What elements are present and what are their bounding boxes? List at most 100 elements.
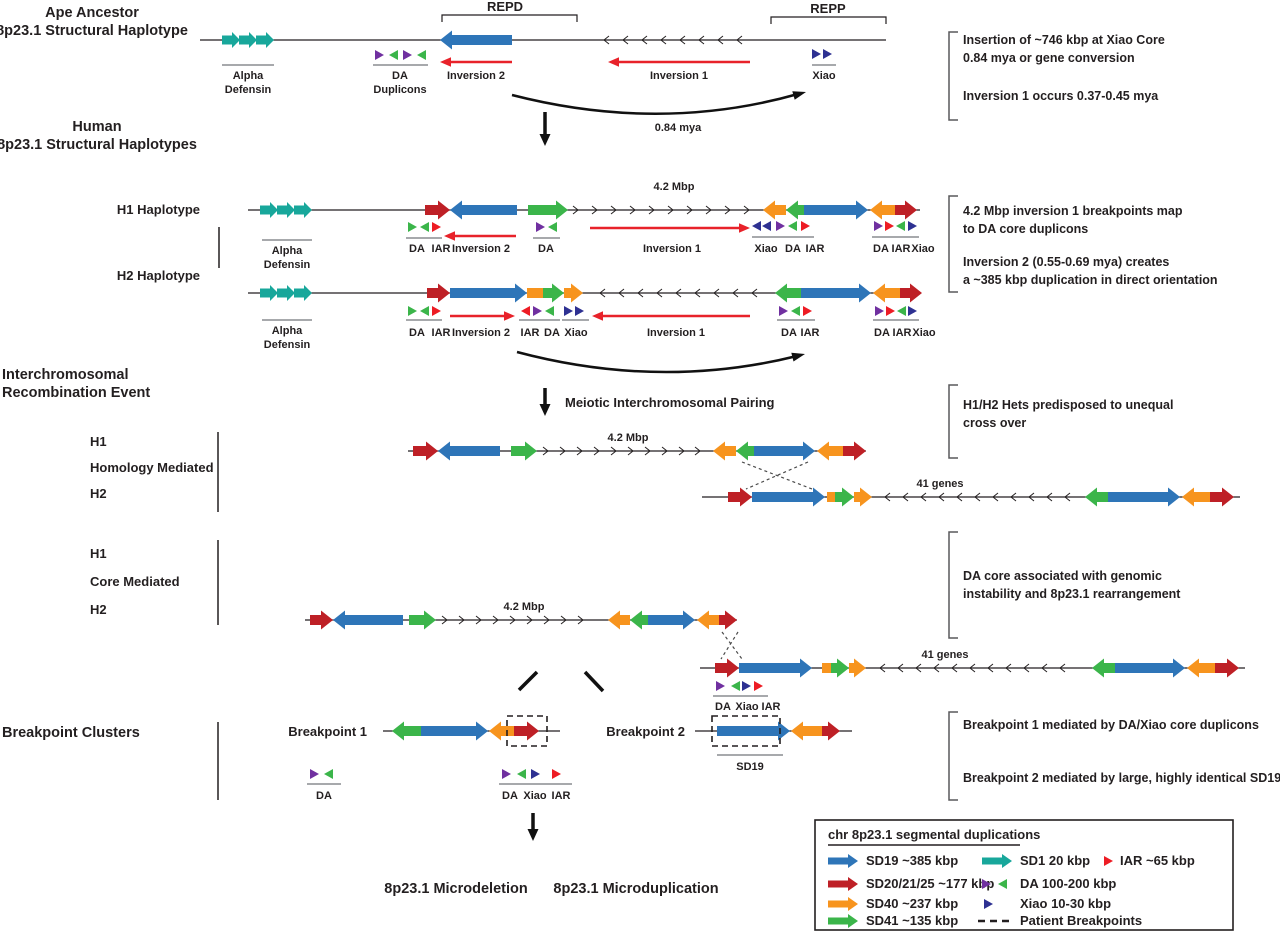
iar-label: IAR — [893, 327, 912, 339]
sd40-arrow — [870, 200, 895, 220]
defensin-label: Defensin — [264, 259, 311, 271]
da-iar-xiao-triangles — [875, 306, 917, 316]
homology-h1-row: 4.2 Mbp — [408, 432, 866, 461]
sd19-label: SD19 — [736, 761, 764, 773]
h1-haplotype-row: Alpha Defensin DA IAR Inversion 2 DA — [248, 181, 935, 271]
sd19-arrow — [752, 487, 825, 507]
alpha-defensin-label1: Alpha — [233, 70, 264, 82]
sd40-arrow — [697, 610, 719, 630]
sd41-arrow — [409, 610, 436, 630]
core-label: Core Mediated — [90, 574, 180, 589]
homology-note-line1: H1/H2 Hets predisposed to unequal — [963, 398, 1173, 412]
section-outcome: 8p23.1 Microdeletion 8p23.1 Microduplica… — [384, 813, 719, 897]
sd40-arrow — [1182, 487, 1210, 507]
duplication-curve-arrow — [516, 350, 805, 374]
core-h1-label: H1 — [90, 546, 107, 561]
homology-annotation-bracket — [948, 384, 958, 459]
breakpoints-title: Breakpoint Clusters — [2, 725, 140, 741]
da-xiao-iar-triangles — [716, 681, 763, 691]
homology-h2-row: 41 genes — [702, 478, 1240, 507]
legend-title: chr 8p23.1 segmental duplications — [828, 827, 1040, 842]
iar-label: IAR — [552, 790, 571, 802]
sd40-segment — [527, 288, 543, 298]
sd19-arrow — [801, 283, 871, 303]
sd40-arrow — [713, 441, 736, 461]
iar-label: IAR — [801, 327, 820, 339]
da-duplicons-label2: Duplicons — [373, 84, 426, 96]
xiao-label: Xiao — [754, 243, 778, 255]
inversion1-label: Inversion 1 — [643, 243, 701, 255]
sd20-arrow — [728, 487, 752, 507]
da-iar-triangles — [408, 222, 441, 232]
flow-down-arrow-3 — [527, 813, 539, 841]
da-label: DA — [873, 243, 889, 255]
inversion1-arrow — [590, 223, 750, 233]
microduplication-label: 8p23.1 Microduplication — [553, 881, 718, 897]
sd40-arrow — [791, 721, 822, 741]
da-label: DA — [781, 327, 797, 339]
homology-crossover-dashes — [741, 461, 813, 490]
inversion2-label: Inversion 2 — [452, 243, 510, 255]
inversion2-label: Inversion 2 — [447, 70, 505, 82]
sd19-arrow — [648, 610, 695, 630]
human-note2-line1: Inversion 2 (0.55-0.69 mya) creates — [963, 255, 1169, 269]
sd41-arrow — [831, 658, 849, 678]
sd19-arrow — [739, 658, 812, 678]
da-label: DA — [544, 327, 560, 339]
da-label: DA — [409, 243, 425, 255]
mbp-label: 4.2 Mbp — [654, 181, 695, 193]
mbp-label: 4.2 Mbp — [504, 601, 545, 613]
sd19-arrow — [333, 610, 403, 630]
sd40-segment — [827, 492, 835, 502]
sd20-legend-icon — [828, 877, 858, 891]
sd19-arrow — [754, 441, 815, 461]
repp-bracket — [770, 16, 887, 24]
patient-breakpoint-box-2 — [711, 715, 781, 747]
alpha-defensin-arrows — [260, 285, 312, 301]
sd19-legend-icon — [828, 854, 858, 868]
inversion2-arrow — [440, 57, 512, 67]
breakpoint1-row: Breakpoint 1 DA DA Xiao IAR — [288, 715, 572, 802]
homology-note-line2: cross over — [963, 416, 1026, 430]
inversion1-label: Inversion 1 — [650, 70, 708, 82]
sd40-arrow — [849, 658, 866, 678]
da-iar-triangles — [408, 306, 441, 316]
sd41-legend-label: SD41 ~135 kbp — [866, 913, 958, 928]
sd19-arrow — [450, 283, 527, 303]
da-label: DA — [538, 243, 554, 255]
sd40-arrow — [854, 487, 872, 507]
sd1-legend-icon — [982, 854, 1012, 868]
mya-label: 0.84 mya — [655, 122, 702, 134]
core-note-line2: instability and 8p23.1 rearrangement — [963, 587, 1181, 601]
xiao-triangles — [564, 306, 584, 316]
ape-title-line1: Ape Ancestor — [45, 5, 139, 21]
xiao-label: Xiao — [523, 790, 547, 802]
xiao-label: Xiao — [812, 70, 836, 82]
human-note1-line2: to DA core duplicons — [963, 222, 1088, 236]
da-duplicon-triangles — [375, 50, 426, 60]
da-duplicons-label1: DA — [392, 70, 408, 82]
alpha-defensin-arrows — [222, 32, 274, 48]
legend-box — [814, 819, 1234, 931]
breakpoint2-note: Breakpoint 2 mediated by large, highly i… — [963, 771, 1280, 785]
breakpoint1-label: Breakpoint 1 — [288, 724, 367, 739]
sd20-arrow — [1210, 487, 1234, 507]
sd20-arrow — [719, 610, 737, 630]
sd40-legend-label: SD40 ~237 kbp — [866, 896, 958, 911]
inversion2-label: Inversion 2 — [452, 327, 510, 339]
iar-label: IAR — [892, 243, 911, 255]
sd20-arrow — [895, 200, 917, 220]
h1-haplotype-label: H1 Haplotype — [117, 202, 200, 217]
sd20-arrow — [413, 441, 438, 461]
mbp-label: 4.2 Mbp — [608, 432, 649, 444]
inversion1-label: Inversion 1 — [647, 327, 705, 339]
section-breakpoint-clusters: Breakpoint Clusters Breakpoint 1 DA DA X… — [2, 670, 1280, 802]
breakpoint2-row: Breakpoint 2 SD19 — [606, 715, 852, 773]
da-label: DA — [409, 327, 425, 339]
sd19-arrow — [1108, 487, 1180, 507]
genes-label: 41 genes — [921, 649, 968, 661]
legend: chr 8p23.1 segmental duplications SD19 ~… — [814, 819, 1234, 931]
sd41-arrow — [528, 200, 568, 220]
